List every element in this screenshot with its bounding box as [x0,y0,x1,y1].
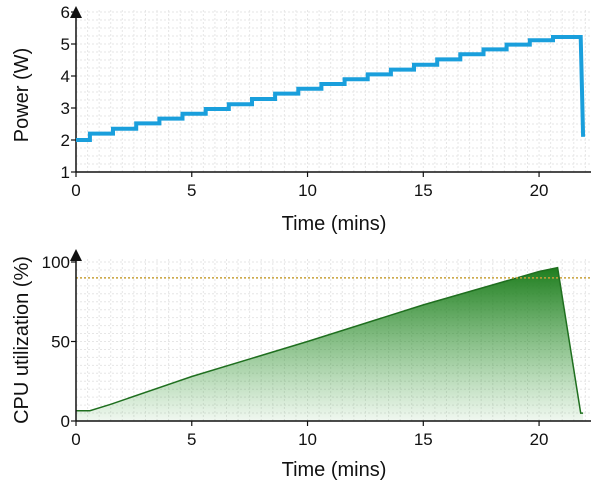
cpu-series-line [76,266,584,414]
cpu-x-tick-label: 0 [71,430,80,449]
power-y-tick-label: 6 [61,3,70,22]
cpu-y-tick-label: 0 [61,412,70,431]
power-ticks [71,11,540,177]
power-x-tick-label: 0 [71,181,80,200]
cpu-chart: 0 5 10 15 20 0 50 100 Time (mins) CPU utilizati… [11,249,591,481]
cpu-ticks [71,261,540,426]
power-chart: 0 5 10 15 20 1 2 3 4 5 6 Time (mins) Power (W) [11,3,591,235]
cpu-x-tick-label: 20 [530,430,549,449]
cpu-area [76,267,584,421]
power-y-tick-label: 5 [61,35,70,54]
cpu-y-axis-label: CPU utilization (%) [11,256,33,424]
cpu-x-tick-label: 15 [414,430,433,449]
cpu-tick-labels: 0 5 10 15 20 0 50 100 [42,253,549,449]
power-x-tick-label: 15 [414,181,433,200]
power-grid [75,8,590,173]
cpu-y-tick-label: 50 [51,333,70,352]
power-y-tick-label: 1 [61,163,70,182]
power-y-axis-label: Power (W) [11,48,33,142]
power-y-tick-label: 4 [61,67,70,86]
cpu-y-tick-label: 100 [42,253,70,272]
cpu-x-tick-label: 5 [187,430,196,449]
power-series-line [76,35,586,142]
power-x-tick-label: 10 [298,181,317,200]
power-y-tick-label: 3 [61,99,70,118]
power-x-axis-label: Time (mins) [282,213,387,235]
power-x-tick-label: 20 [530,181,549,200]
power-x-tick-label: 5 [187,181,196,200]
power-tick-labels: 0 5 10 15 20 1 2 3 4 5 6 [61,3,549,200]
cpu-x-axis-label: Time (mins) [282,459,387,481]
power-y-tick-label: 2 [61,131,70,150]
cpu-x-tick-label: 10 [298,430,317,449]
